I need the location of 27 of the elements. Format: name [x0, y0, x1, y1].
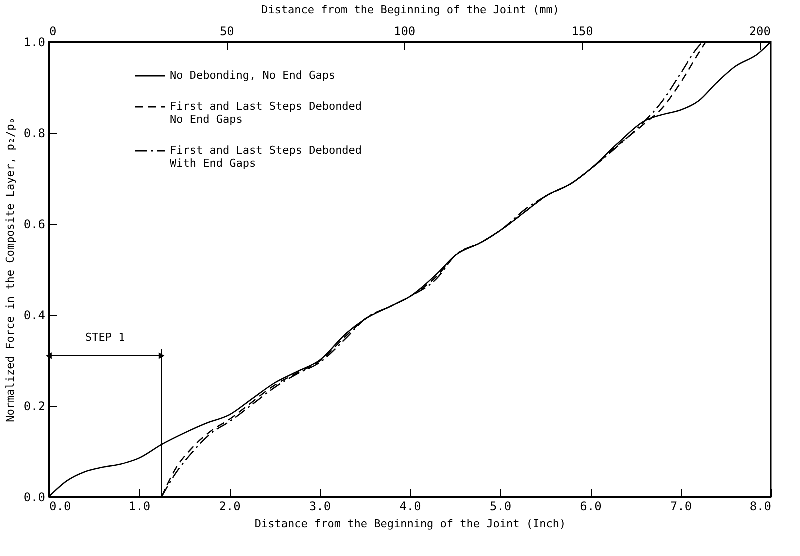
x2-tick-label: 0: [50, 24, 57, 38]
legend-label: First and Last Steps Debonded No End Gaps: [170, 100, 362, 126]
y-tick-label: 1.0: [24, 36, 46, 50]
x-tick-label: 7.0: [670, 500, 692, 514]
x2-axis-title: Distance from the Beginning of the Joint (mm): [261, 4, 560, 16]
y-axis-title: Normalized Force in the Composite Layer, p₂/pₒ: [4, 118, 17, 422]
x2-tick-label: 150: [572, 24, 594, 38]
y-tick-label: 0.6: [24, 218, 46, 232]
x-tick-label: 2.0: [219, 500, 241, 514]
x-tick-label: 5.0: [490, 500, 512, 514]
legend-label: No Debonding, No End Gaps: [170, 69, 336, 82]
annotation: STEP 1: [86, 330, 126, 344]
x-tick-label: 0.0: [50, 500, 72, 514]
x-axis-title: Distance from the Beginning of the Joint (Inch): [254, 518, 566, 530]
x-tick-label: 1.0: [128, 500, 151, 514]
x2-tick-label: 100: [394, 24, 416, 38]
y-tick-label: 0.4: [24, 308, 46, 322]
y-tick-label: 0.8: [24, 126, 46, 140]
x2-tick-label: 50: [220, 24, 234, 38]
x2-tick-label: 200: [749, 24, 771, 38]
x-tick-label: 8.0: [750, 500, 772, 514]
x-tick-label: 3.0: [309, 500, 332, 514]
x-tick-label: 6.0: [580, 500, 602, 514]
y-tick-label: 0.0: [24, 490, 46, 504]
y-tick-label: 0.2: [24, 400, 46, 414]
x-tick-label: 4.0: [400, 500, 422, 514]
legend-label: First and Last Steps Debonded With End Gaps: [170, 144, 362, 170]
